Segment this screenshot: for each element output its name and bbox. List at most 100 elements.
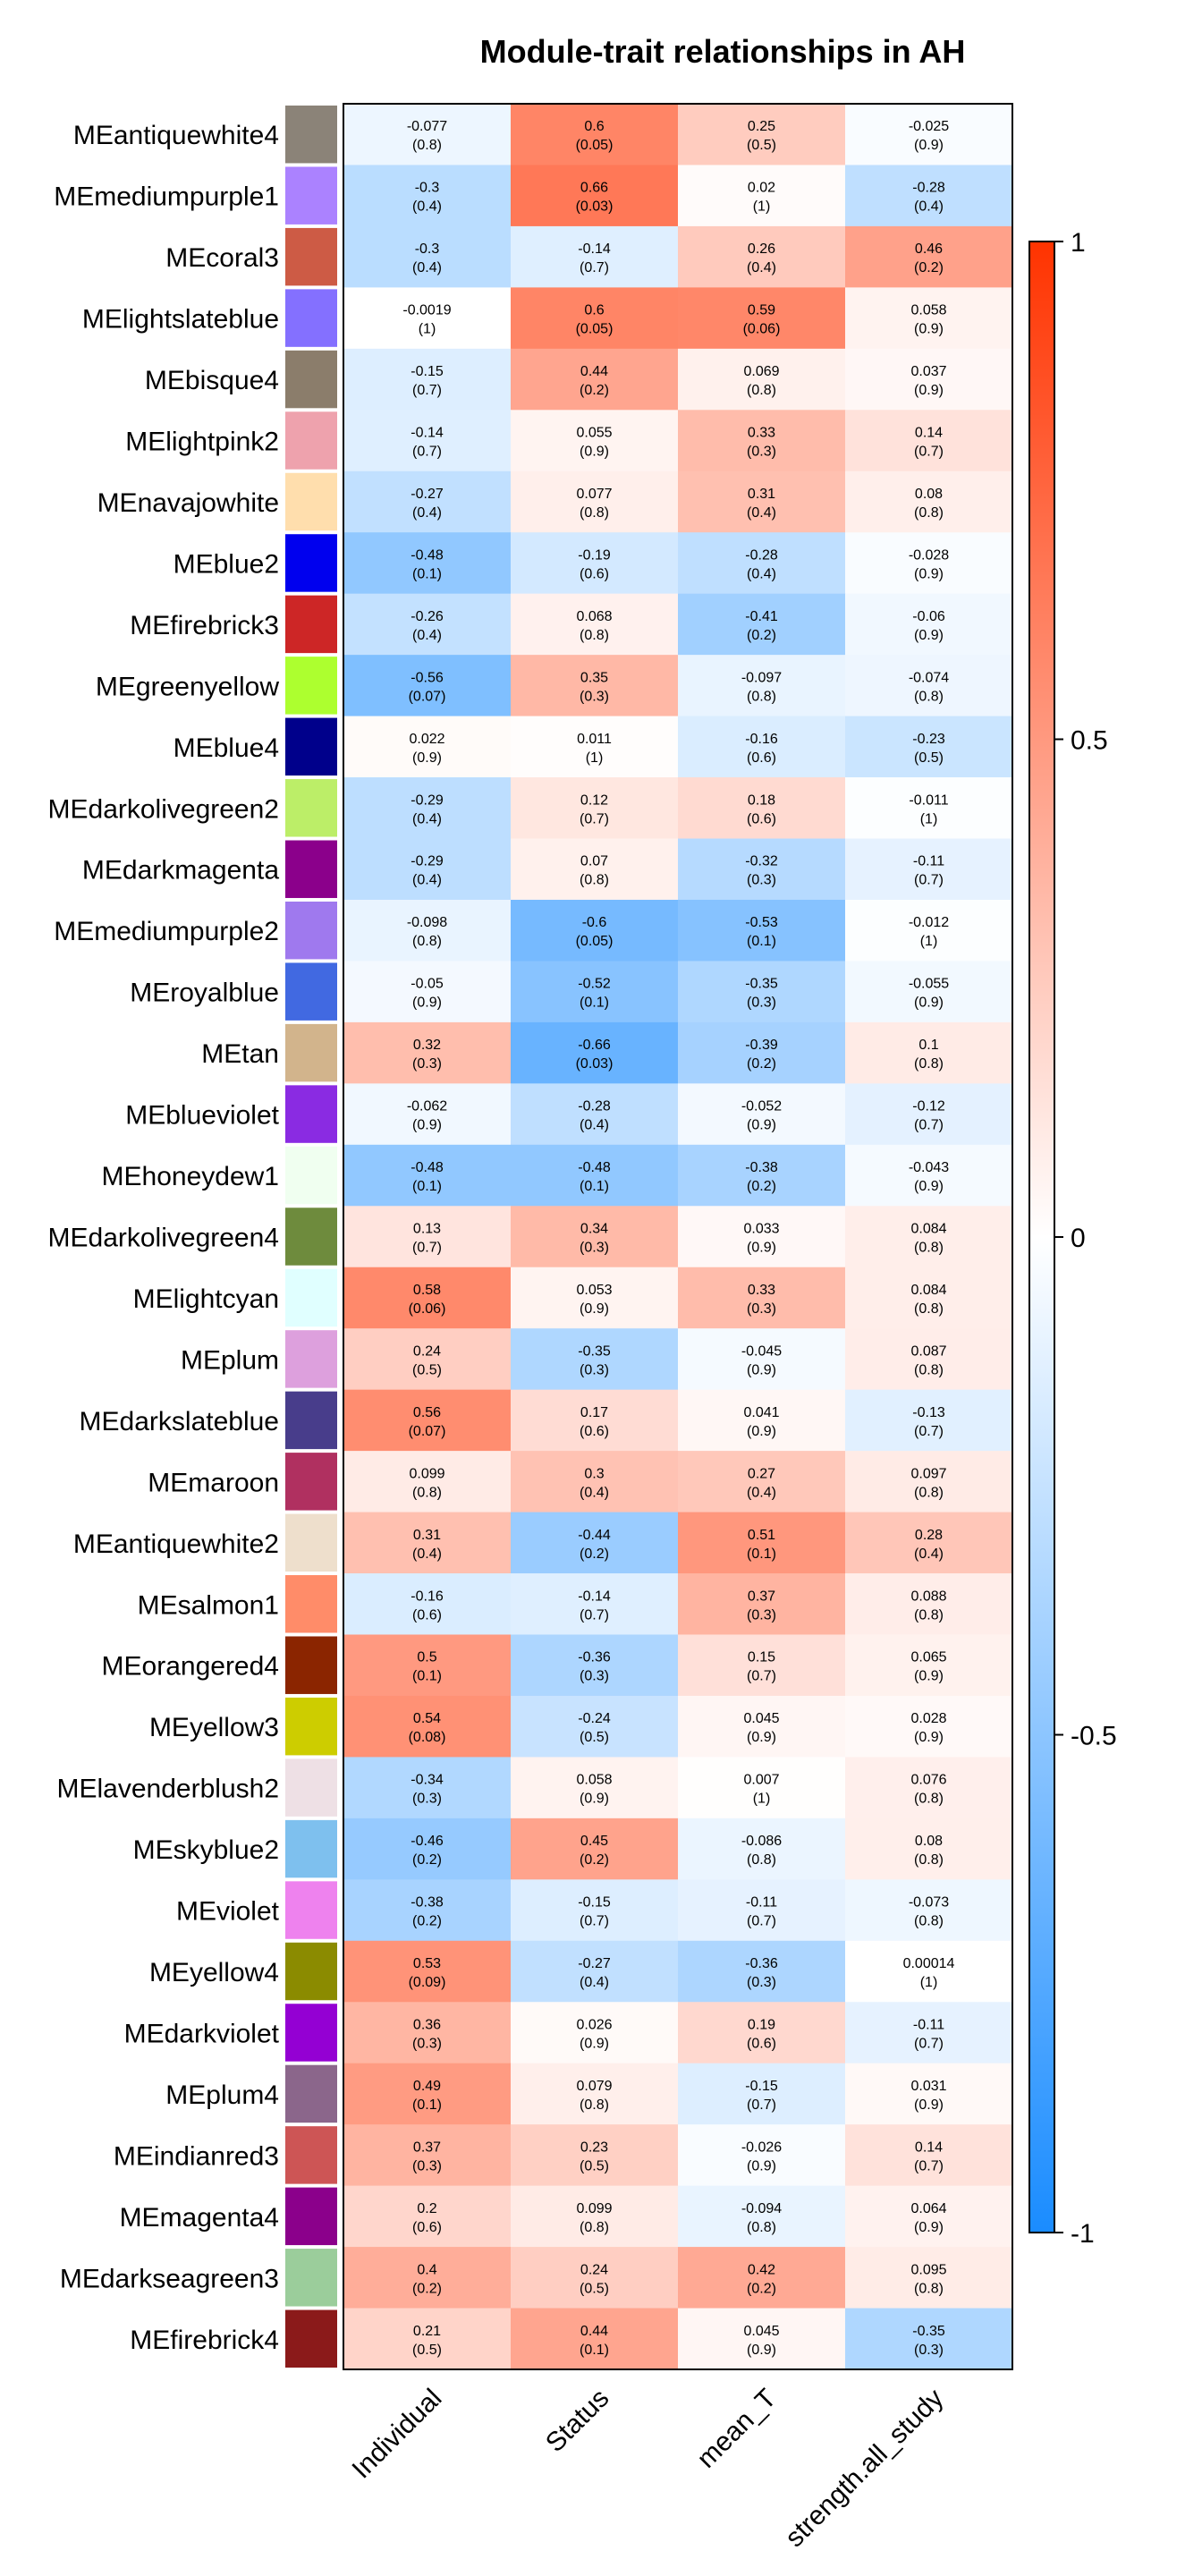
module-swatch	[285, 1636, 337, 1694]
cell-correlation: 0.08	[915, 1834, 943, 1849]
cell-pvalue: (0.8)	[580, 2097, 609, 2113]
cell-pvalue: (0.4)	[412, 628, 442, 643]
cell-correlation: 0.084	[910, 1283, 946, 1298]
heatmap-cell	[678, 593, 846, 656]
heatmap-border	[343, 103, 1013, 2370]
cell-correlation: -0.11	[746, 1895, 777, 1911]
module-swatch	[285, 2126, 337, 2184]
cell-pvalue: (0.8)	[580, 505, 609, 521]
heatmap-cell	[845, 593, 1013, 656]
row-label: MEhoneydew1	[102, 1162, 279, 1191]
cell-correlation: -0.0019	[402, 303, 451, 318]
cell-pvalue: (0.4)	[580, 1485, 609, 1500]
row-label: MEskyblue2	[133, 1835, 279, 1865]
cell-pvalue: (0.8)	[914, 1301, 944, 1317]
cell-correlation: 0.23	[580, 2140, 608, 2155]
module-swatch	[285, 2249, 337, 2307]
cell-pvalue: (0.2)	[580, 1852, 609, 1868]
row-label: MElightslateblue	[82, 305, 279, 335]
cell-pvalue: (0.08)	[409, 1730, 446, 1745]
heatmap-cell	[845, 1573, 1013, 1635]
cell-pvalue: (0.8)	[914, 689, 944, 704]
cell-pvalue: (0.7)	[747, 1669, 776, 1684]
heatmap-cell	[511, 1573, 679, 1635]
cell-correlation: 0.5	[417, 1650, 436, 1665]
cell-pvalue: (1)	[920, 934, 938, 949]
cell-pvalue: (0.5)	[580, 2158, 609, 2174]
column-label: strength.all_study	[780, 2384, 950, 2554]
cell-correlation: 0.27	[748, 1466, 775, 1481]
cell-correlation: 0.26	[748, 242, 775, 257]
cell-correlation: 0.13	[413, 1222, 441, 1237]
cell-correlation: 0.15	[748, 1650, 775, 1665]
cell-pvalue: (0.1)	[747, 934, 776, 949]
row-label: MEmagenta4	[120, 2203, 279, 2233]
cell-pvalue: (0.06)	[409, 1301, 446, 1317]
module-swatch	[285, 350, 337, 409]
cell-pvalue: (0.4)	[914, 1546, 944, 1562]
cell-pvalue: (0.3)	[412, 1056, 442, 1072]
heatmap-cell	[845, 2124, 1013, 2187]
heatmap-cell	[343, 1021, 512, 1084]
heatmap-cell	[845, 1757, 1013, 1819]
cell-pvalue: (0.2)	[747, 2281, 776, 2296]
module-swatch	[285, 1146, 337, 1205]
cell-correlation: -0.028	[909, 547, 949, 563]
cell-correlation: -0.073	[909, 1895, 949, 1911]
cell-pvalue: (0.6)	[580, 1424, 609, 1439]
cell-correlation: 0.6	[584, 303, 604, 318]
cell-correlation: 0.33	[748, 426, 775, 441]
cell-correlation: 0.07	[580, 854, 608, 869]
cell-pvalue: (0.9)	[914, 2220, 944, 2235]
cell-pvalue: (0.3)	[580, 1669, 609, 1684]
cell-pvalue: (0.5)	[747, 138, 776, 153]
heatmap-cell	[845, 470, 1013, 533]
cell-pvalue: (0.8)	[580, 873, 609, 888]
cell-pvalue: (0.9)	[747, 2343, 776, 2358]
heatmap-cell	[511, 1021, 679, 1084]
module-swatch	[285, 166, 337, 225]
cell-correlation: -0.28	[745, 547, 778, 563]
cell-pvalue: (0.9)	[914, 1669, 944, 1684]
heatmap-cell	[511, 1879, 679, 1942]
heatmap-cell	[511, 1144, 679, 1207]
heatmap-cell	[845, 1879, 1013, 1942]
heatmap-cell	[343, 1818, 512, 1880]
row-label: MElightpink2	[125, 428, 279, 457]
heatmap-cell	[511, 1206, 679, 1268]
module-swatch	[285, 106, 337, 164]
heatmap-cell	[343, 287, 512, 350]
heatmap-cell	[845, 1451, 1013, 1513]
cell-correlation: 0.21	[413, 2324, 441, 2339]
cell-pvalue: (0.2)	[412, 1852, 442, 1868]
cell-pvalue: (0.8)	[747, 1852, 776, 1868]
heatmap-cell	[678, 1695, 846, 1758]
cell-correlation: 0.44	[580, 2324, 608, 2339]
cell-pvalue: (0.8)	[914, 2281, 944, 2296]
cell-correlation: -0.24	[578, 1711, 611, 1726]
cell-correlation: 0.45	[580, 1834, 608, 1849]
module-swatch	[285, 1085, 337, 1143]
cell-correlation: -0.15	[411, 364, 444, 379]
heatmap-cell	[511, 532, 679, 595]
cell-pvalue: (0.9)	[747, 1118, 776, 1133]
cell-pvalue: (0.8)	[914, 505, 944, 521]
heatmap-cell	[678, 348, 846, 411]
chart-title: Module-trait relationships in AH	[480, 33, 966, 70]
heatmap-cell	[511, 1389, 679, 1452]
module-swatch	[285, 2187, 337, 2246]
cell-correlation: -0.045	[741, 1343, 782, 1359]
cell-correlation: -0.15	[745, 2079, 778, 2094]
row-label: MEindianred3	[114, 2141, 279, 2171]
heatmap-cell	[845, 1389, 1013, 1452]
cell-correlation: 0.53	[413, 1956, 441, 1971]
row-label: MEsalmon1	[138, 1590, 279, 1620]
heatmap-cell	[343, 1512, 512, 1574]
cell-correlation: 0.00014	[903, 1956, 955, 1971]
cell-pvalue: (0.9)	[747, 1241, 776, 1256]
heatmap-cell	[678, 838, 846, 901]
heatmap-cell	[343, 1634, 512, 1697]
heatmap-cell	[845, 1512, 1013, 1574]
cell-pvalue: (0.05)	[576, 322, 614, 337]
